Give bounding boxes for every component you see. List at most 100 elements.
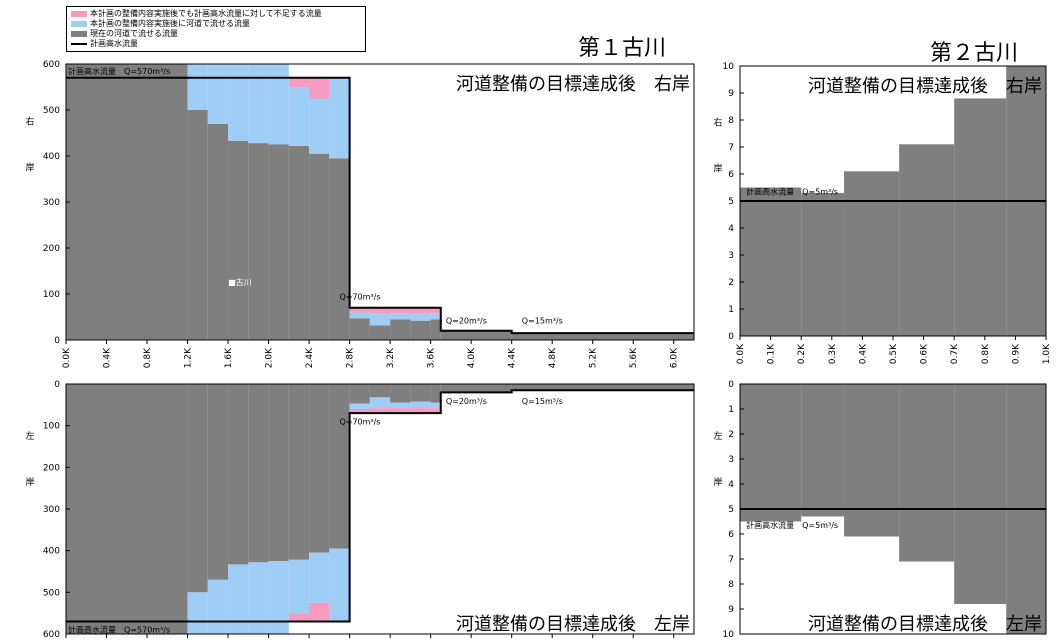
bar-current-capacity xyxy=(410,384,431,402)
y-tick-label: 7 xyxy=(728,555,734,565)
bar-after-work-capacity xyxy=(228,64,249,141)
legend-swatch-line xyxy=(71,43,87,45)
data-annotation: 計画高水流量 Q=570m³/s xyxy=(68,624,170,634)
y-tick-label: 10 xyxy=(723,630,735,640)
x-tick-label: 5.2K xyxy=(589,347,599,368)
panel-label: 河道整備の目標達成後 左岸 xyxy=(456,614,690,635)
bar-current-capacity xyxy=(430,319,441,340)
bar-shortage xyxy=(309,77,330,99)
bar-after-work-capacity xyxy=(430,313,441,320)
bar-shortage xyxy=(288,613,310,622)
plan-flow-line xyxy=(66,76,694,335)
bar-current-capacity xyxy=(390,319,411,340)
y-tick-label: 400 xyxy=(43,152,60,162)
bar-current-capacity xyxy=(801,384,845,517)
x-tick-label: 0.0K xyxy=(736,343,746,364)
y-axis-label: 左 xyxy=(713,430,722,442)
bar-after-work-capacity xyxy=(410,313,431,321)
y-tick-label: 500 xyxy=(43,588,60,598)
bar-after-work-capacity xyxy=(329,77,350,159)
chart-legend: 本計画の整備内容実施後でも計画高水流量に対して不足する流量 本計画の整備内容実施… xyxy=(66,6,366,52)
bar-current-capacity xyxy=(187,110,208,340)
y-tick-label: 600 xyxy=(43,60,60,70)
legend-label: 本計画の整備内容実施後でも計画高水流量に対して不足する流量 xyxy=(90,9,322,18)
y-tick-label: 600 xyxy=(43,630,60,640)
x-tick-label: 0.8K xyxy=(143,347,153,368)
y-tick-label: 300 xyxy=(43,198,60,208)
y-tick-label: 9 xyxy=(728,605,734,615)
y-tick-label: 6 xyxy=(728,530,734,540)
river2-title: 第２古川 xyxy=(930,41,1019,66)
bar-after-work-capacity xyxy=(390,313,411,320)
bar-current-capacity xyxy=(207,123,229,340)
x-tick-label: 4.8K xyxy=(548,347,558,368)
legend-swatch-gray xyxy=(71,31,87,37)
data-annotation: Q=70m³/s xyxy=(339,417,380,426)
bar-current-capacity xyxy=(899,144,955,336)
legend-item-current: 現在の河道で流せる流量 xyxy=(71,29,361,39)
bar-current-capacity xyxy=(187,384,208,593)
y-tick-label: 10 xyxy=(723,62,735,72)
y-tick-label: 200 xyxy=(43,244,60,254)
chart-panel-p2: 0 1 2 3 4 5 6 7 8 9 10 0.0K 0.1K 0.2K 0.3K 0.4K 0.5K 0.6K… xyxy=(713,62,1052,364)
bar-after-work-capacity xyxy=(410,401,431,409)
x-tick-label: 1.0K xyxy=(1042,343,1052,364)
bar-after-work-capacity xyxy=(268,561,289,634)
bar-current-capacity xyxy=(248,143,269,340)
bar-shortage xyxy=(369,408,391,414)
y-tick-label: 0 xyxy=(54,336,60,346)
bar-current-capacity xyxy=(369,384,391,398)
bar-after-work-capacity xyxy=(329,548,350,622)
data-annotation: 計画高水流量 Q=5m³/s xyxy=(746,186,838,196)
bar-after-work-capacity xyxy=(390,402,411,409)
bar-after-work-capacity xyxy=(309,98,330,154)
bar-shortage xyxy=(410,307,431,314)
bar-current-capacity xyxy=(329,158,350,340)
legend-item-after-work: 本計画の整備内容実施後に河道で流せる流量 xyxy=(71,19,361,29)
bar-current-capacity xyxy=(268,144,289,340)
bar-after-work-capacity xyxy=(248,64,269,144)
y-tick-label: 9 xyxy=(728,89,734,99)
x-tick-label: 1.6K xyxy=(224,347,234,368)
x-tick-label: 6.0K xyxy=(670,347,680,368)
bar-after-work-capacity xyxy=(268,64,289,145)
x-tick-label: 0.6K xyxy=(920,343,930,364)
bar-current-capacity xyxy=(288,145,310,340)
river1-title: 第１古川 xyxy=(578,36,667,61)
y-tick-label: 2 xyxy=(728,430,734,440)
bar-current-capacity xyxy=(440,384,512,393)
y-tick-label: 8 xyxy=(728,580,734,590)
y-tick-label: 100 xyxy=(43,422,60,432)
legend-label: 本計画の整備内容実施後に河道で流せる流量 xyxy=(90,19,250,28)
bar-shortage xyxy=(430,408,441,414)
panel-label: 河道整備の目標達成後 右岸 xyxy=(456,74,690,95)
bar-current-capacity xyxy=(954,98,1007,337)
y-tick-label: 0 xyxy=(728,380,734,390)
bar-shortage xyxy=(309,602,330,622)
bar-current-capacity xyxy=(954,384,1007,604)
x-tick-label: 0.7K xyxy=(950,343,960,364)
x-tick-label: 0.2K xyxy=(797,343,807,364)
bar-current-capacity xyxy=(899,384,955,562)
data-annotation: 計画高水流量 Q=5m³/s xyxy=(746,520,838,530)
y-tick-label: 3 xyxy=(728,251,734,261)
y-tick-label: 1 xyxy=(728,305,734,315)
x-tick-label: 2.8K xyxy=(346,347,356,368)
panel-label: 河道整備の目標達成後 右岸 xyxy=(808,76,1042,97)
legend-swatch-pink xyxy=(71,11,87,17)
y-tick-label: 5 xyxy=(728,505,734,515)
bar-current-capacity xyxy=(349,318,370,340)
bar-after-work-capacity xyxy=(207,579,229,634)
y-axis-label: 左 xyxy=(25,430,34,442)
bar-current-capacity xyxy=(440,330,512,340)
bar-current-capacity xyxy=(66,64,188,340)
y-axis-label: 岸 xyxy=(25,163,34,174)
legend-label: 現在の河道で流せる流量 xyxy=(90,29,178,38)
bar-current-capacity xyxy=(390,384,411,403)
y-axis-label: 右 xyxy=(25,116,34,128)
bar-after-work-capacity xyxy=(349,312,370,319)
data-annotation: Q=20m³/s xyxy=(446,316,487,325)
bar-after-work-capacity xyxy=(369,313,391,326)
